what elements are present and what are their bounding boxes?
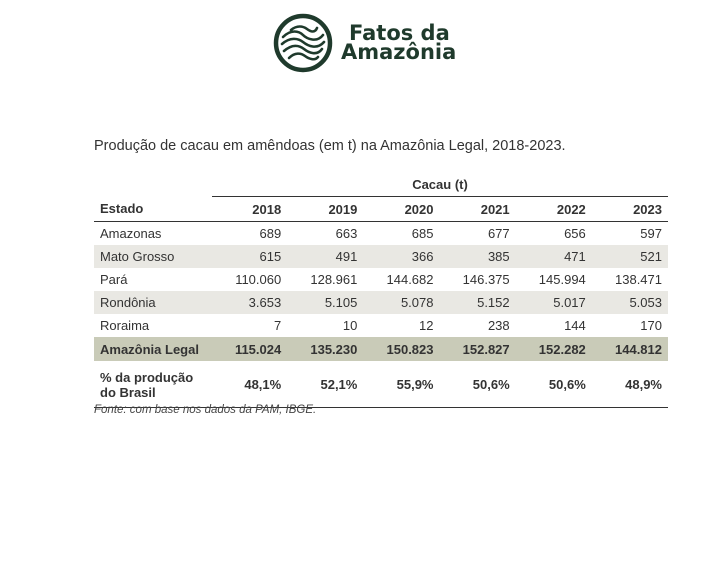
- total-row-label: Amazônia Legal: [94, 337, 212, 361]
- header-estado: Estado: [94, 196, 212, 222]
- row-state-name: Rondônia: [94, 291, 212, 314]
- cell-value: 3.653: [212, 291, 288, 314]
- cell-value: 615: [212, 245, 288, 268]
- row-state-name: Amazonas: [100, 226, 162, 241]
- logo-text: Fatos da Amazônia: [341, 21, 457, 64]
- header-year: 2021: [439, 196, 516, 222]
- total-value: 115.024: [212, 337, 288, 361]
- source-note: Fonte: com base nos dados da PAM, IBGE.: [94, 404, 317, 416]
- table-row: Pará 110.060 128.961 144.682 146.375 145…: [94, 268, 668, 291]
- row-state-name: Pará: [100, 272, 128, 287]
- pct-label-line-1: % da produção: [100, 370, 194, 385]
- cell-value: 597: [640, 226, 662, 241]
- row-state-name: Roraima: [100, 318, 150, 333]
- header-year: 2020: [363, 196, 440, 222]
- cell-value: 5.105: [287, 291, 364, 314]
- total-value: 144.812: [591, 337, 668, 361]
- total-value: 150.823: [363, 337, 440, 361]
- cell-value: 491: [287, 245, 364, 268]
- cell-value: 7: [273, 318, 282, 333]
- total-value: 152.282: [515, 337, 592, 361]
- cell-value: 5.152: [439, 291, 516, 314]
- table-row: Rondônia 3.653 5.105 5.078 5.152 5.017 5…: [94, 291, 668, 314]
- cell-value: 238: [487, 318, 510, 333]
- total-value: 135.230: [287, 337, 364, 361]
- pct-row-label: % da produção do Brasil: [94, 361, 212, 408]
- header-year: 2022: [515, 196, 592, 222]
- pct-value: 55,9%: [363, 361, 440, 408]
- logo-line-1: Fatos da: [349, 21, 450, 45]
- cell-value: 5.053: [591, 291, 668, 314]
- cell-value: 685: [411, 226, 434, 241]
- pct-value: 52,1%: [287, 361, 364, 408]
- cell-value: 145.994: [538, 272, 586, 287]
- cell-value: 170: [640, 318, 662, 333]
- total-row: Amazônia Legal 115.024 135.230 150.823 1…: [94, 337, 668, 361]
- cell-value: 521: [591, 245, 668, 268]
- pct-row: % da produção do Brasil 48,1% 52,1% 55,9…: [94, 361, 668, 408]
- row-state-name: Mato Grosso: [94, 245, 212, 268]
- logo-line-2: Amazônia: [341, 40, 457, 64]
- cell-value: 471: [515, 245, 592, 268]
- cacau-production-table: Cacau (t) Estado 2018 2019 2020 2021 202…: [94, 173, 668, 408]
- cell-value: 10: [342, 318, 358, 333]
- logo: Fatos da Amazônia: [273, 13, 456, 73]
- cell-value: 385: [439, 245, 516, 268]
- cell-value: 144.682: [386, 272, 434, 287]
- cell-value: 689: [259, 226, 282, 241]
- cell-value: 128.961: [310, 272, 358, 287]
- table-row: Mato Grosso 615 491 366 385 471 521: [94, 245, 668, 268]
- cell-value: 366: [363, 245, 440, 268]
- header-year: 2023: [591, 196, 668, 222]
- table-row: Roraima 7 10 12 238 144 170: [94, 314, 668, 338]
- table-title: Produção de cacau em amêndoas (em t) na …: [94, 138, 566, 154]
- pct-label-line-2: do Brasil: [100, 385, 156, 400]
- cell-value: 5.078: [363, 291, 440, 314]
- cell-value: 146.375: [462, 272, 510, 287]
- total-value: 152.827: [439, 337, 516, 361]
- cell-value: 110.060: [235, 272, 282, 287]
- cell-value: 144: [564, 318, 586, 333]
- cell-value: 677: [487, 226, 510, 241]
- table-row: Amazonas 689 663 685 677 656 597: [94, 222, 668, 246]
- cell-value: 5.017: [515, 291, 592, 314]
- cell-value: 663: [335, 226, 358, 241]
- cell-value: 138.471: [615, 272, 662, 287]
- pct-value: 50,6%: [515, 361, 592, 408]
- cell-value: 12: [419, 318, 434, 333]
- header-year: 2019: [287, 196, 364, 222]
- pct-value: 48,9%: [591, 361, 668, 408]
- pct-value: 48,1%: [212, 361, 288, 408]
- fatos-da-amazonia-logo-icon: [273, 13, 333, 73]
- header-blank: [94, 173, 212, 197]
- header-year: 2018: [212, 196, 288, 222]
- group-header-cacau: Cacau (t): [212, 173, 668, 197]
- cell-value: 656: [564, 226, 586, 241]
- header-row: Estado 2018 2019 2020 2021 2022 2023: [94, 196, 668, 222]
- pct-value: 50,6%: [439, 361, 516, 408]
